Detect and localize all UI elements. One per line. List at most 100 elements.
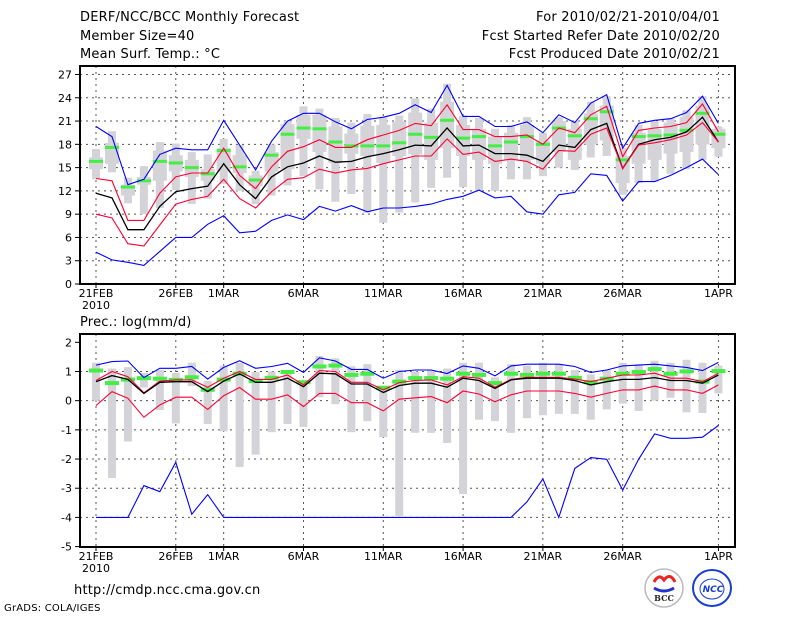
ensemble-range-bar bbox=[554, 364, 563, 414]
member-marker bbox=[503, 140, 518, 144]
member-marker bbox=[152, 376, 167, 381]
ensemble-range-bar bbox=[379, 117, 388, 223]
ensemble-range-bar bbox=[363, 114, 372, 213]
ensemble-range-bar bbox=[634, 364, 643, 411]
x-tick-label: 6MAR bbox=[288, 550, 320, 563]
y-tick-label: 9 bbox=[65, 208, 72, 221]
ensemble-range-bar bbox=[251, 372, 260, 455]
ensemble-range-bar bbox=[491, 377, 499, 422]
ensemble-box bbox=[360, 125, 375, 156]
ensemble-range-bar bbox=[251, 170, 260, 205]
website-url[interactable]: http://cmdp.ncc.cma.gov.cn bbox=[74, 583, 261, 598]
y-tick-label: 24 bbox=[58, 92, 72, 105]
member-marker bbox=[440, 376, 455, 381]
member-marker bbox=[679, 369, 694, 374]
y-tick-label: 18 bbox=[58, 138, 72, 151]
member-marker bbox=[328, 363, 343, 368]
member-marker bbox=[312, 127, 327, 131]
ensemble-range-bar bbox=[283, 370, 292, 425]
x-tick-label: 1MAR bbox=[208, 287, 240, 300]
ensemble-range-bar bbox=[618, 362, 627, 404]
ensemble-range-bar bbox=[139, 372, 148, 388]
member-marker bbox=[631, 135, 646, 139]
member-marker bbox=[184, 166, 199, 170]
y-tick-label: -1 bbox=[61, 424, 72, 437]
ensemble-range-bar bbox=[363, 364, 372, 422]
ensemble-box bbox=[647, 128, 662, 160]
member-marker bbox=[440, 118, 455, 122]
member-marker bbox=[376, 144, 391, 148]
y-tick-label: -4 bbox=[61, 511, 72, 524]
ensemble-range-bar bbox=[538, 362, 547, 416]
member-size: Member Size=40 bbox=[80, 29, 195, 44]
member-marker bbox=[488, 144, 502, 148]
y-tick-label: 2 bbox=[65, 336, 72, 349]
x-tick-label: 16MAR bbox=[444, 287, 483, 300]
ensemble-box bbox=[232, 155, 247, 174]
ensemble-range-bar bbox=[506, 364, 515, 433]
y-tick-label: 1 bbox=[65, 365, 72, 378]
y-tick-label: 12 bbox=[58, 185, 72, 198]
plot-frame bbox=[79, 333, 736, 548]
x-tick-label: 26MAR bbox=[603, 550, 642, 563]
member-marker bbox=[599, 110, 614, 114]
ensemble-box bbox=[89, 157, 103, 170]
member-marker bbox=[328, 140, 343, 144]
member-marker bbox=[472, 372, 487, 377]
member-marker bbox=[567, 134, 582, 138]
ensemble-range-bar bbox=[682, 359, 691, 413]
forecast-produced-date: Fcst Produced Date 2010/02/21 bbox=[508, 47, 720, 62]
series-line-min bbox=[96, 425, 719, 519]
ensemble-box bbox=[152, 150, 167, 181]
member-marker bbox=[296, 126, 311, 130]
x-tick-label: 21FEB bbox=[79, 287, 114, 300]
member-marker bbox=[695, 111, 710, 115]
x-tick-label: 26MAR bbox=[603, 287, 642, 300]
series-line-lower bbox=[95, 121, 719, 247]
ensemble-range-bar bbox=[475, 362, 484, 420]
member-marker bbox=[344, 372, 359, 377]
member-marker bbox=[264, 153, 279, 157]
ensemble-range-bar bbox=[459, 362, 468, 495]
member-marker bbox=[472, 135, 487, 139]
member-marker bbox=[104, 381, 119, 386]
y-tick-label: -2 bbox=[61, 453, 72, 466]
member-marker bbox=[376, 385, 391, 390]
series-line-max bbox=[95, 357, 719, 380]
ensemble-range-bar bbox=[123, 367, 132, 442]
bottom-panel-variable: Prec.: log(mm/d) bbox=[80, 315, 192, 330]
series-line-upper bbox=[95, 103, 719, 221]
ensemble-range-bar bbox=[714, 365, 723, 394]
x-tick-label: 21MAR bbox=[524, 287, 563, 300]
member-marker bbox=[615, 371, 630, 376]
ensemble-range-bar bbox=[92, 362, 100, 401]
ensemble-box bbox=[583, 113, 598, 145]
forecast-period: For 2010/02/21-2010/04/01 bbox=[536, 10, 720, 25]
series-line-min bbox=[95, 158, 719, 266]
x-tick-label: 26FEB bbox=[158, 287, 193, 300]
x-tick-label: 1APR bbox=[704, 550, 733, 563]
member-marker bbox=[248, 178, 263, 182]
member-marker bbox=[312, 364, 327, 369]
ensemble-box bbox=[663, 122, 678, 154]
member-marker bbox=[296, 380, 311, 385]
member-marker bbox=[344, 144, 359, 148]
member-marker bbox=[104, 145, 119, 149]
ensemble-range-bar bbox=[698, 362, 707, 413]
forecast-start-date: Fcst Started Refer Date 2010/02/20 bbox=[481, 29, 720, 44]
member-marker bbox=[488, 381, 502, 386]
ensemble-range-bar bbox=[139, 166, 148, 215]
member-marker bbox=[264, 375, 279, 380]
member-marker bbox=[503, 371, 518, 376]
ensemble-range-bar bbox=[570, 370, 579, 414]
ensemble-box bbox=[551, 121, 566, 153]
ensemble-box bbox=[120, 184, 135, 196]
ensemble-box bbox=[488, 136, 502, 164]
member-marker bbox=[711, 369, 726, 374]
member-marker bbox=[232, 165, 247, 169]
x-year-label: 2010 bbox=[82, 562, 110, 575]
ensemble-range-bar bbox=[107, 368, 116, 479]
ensemble-range-bar bbox=[427, 370, 436, 433]
ensemble-box bbox=[631, 132, 646, 164]
